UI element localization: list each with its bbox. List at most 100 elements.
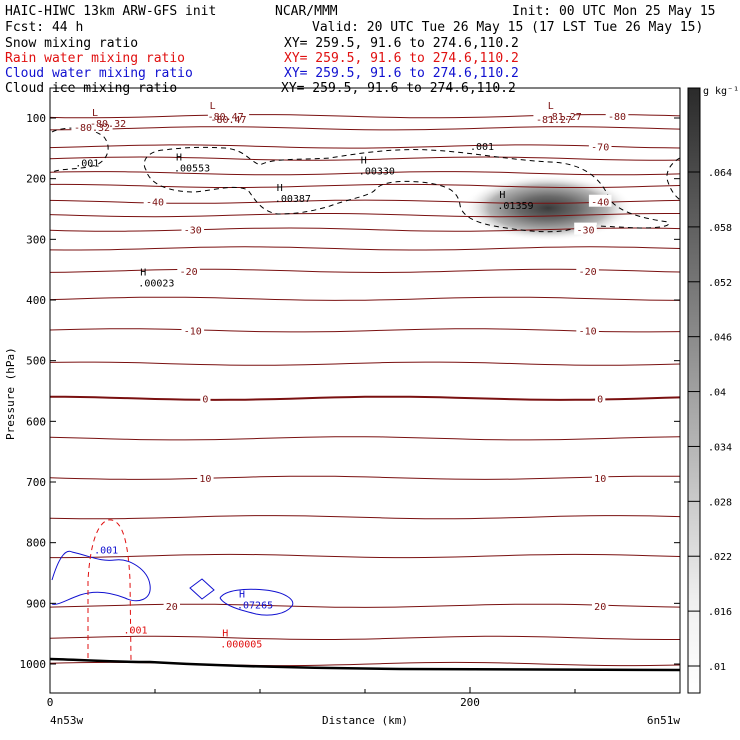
- temperature-contour-labels: -80.32 -80.47 -81.27 -80 -70 -40 -40 -30 -30 -20 -…: [71, 109, 629, 613]
- high-marker: H: [239, 589, 245, 600]
- high-marker: H: [140, 268, 146, 279]
- colorbar-tick-label: .034: [708, 442, 732, 453]
- isotherm-label: -10: [184, 326, 202, 337]
- isotherm-line: [50, 635, 680, 640]
- isotherm-label: 10: [199, 474, 211, 485]
- high-marker: H: [176, 152, 182, 163]
- extremum-value: .00553: [174, 163, 210, 174]
- isotherm-line: [50, 183, 680, 188]
- contour-value-label: .001: [470, 142, 494, 153]
- field-snow-name: Snow mixing ratio: [5, 36, 138, 51]
- low-marker: L: [210, 101, 216, 112]
- y-tick-label: 100: [26, 112, 46, 125]
- isotherm-label-bg: [576, 323, 599, 336]
- extremum-value: .00330: [359, 167, 395, 178]
- isotherm-line: [50, 268, 680, 274]
- cloud-ice-contour-main: [143, 146, 670, 233]
- extremum-value: .07265: [237, 600, 273, 611]
- isotherm-label: -20: [180, 267, 198, 278]
- extremum-value: .01359: [497, 201, 533, 212]
- extrema-markers: L-80.32L-80.47L-81.27H.00553H.00387H.003…: [90, 101, 582, 651]
- colorbar-tick-label: .04: [708, 388, 726, 399]
- x-left-endpoint: 4n53w: [50, 714, 83, 727]
- isotherm-label: -40: [591, 198, 609, 209]
- y-tick-label: 300: [26, 233, 46, 246]
- colorbar-tick-label: .058: [708, 223, 732, 234]
- x-axis: 0 200: [47, 687, 576, 709]
- field-snow-xy: XY= 259.5, 91.6 to 274.6,110.2: [284, 36, 519, 51]
- valid-time: Valid: 20 UTC Tue 26 May 15 (17 LST Tue …: [312, 20, 703, 35]
- isotherm-line: [50, 156, 680, 161]
- field-cloudwater-name: Cloud water mixing ratio: [5, 66, 193, 81]
- isotherm-line: [50, 114, 680, 119]
- extremum-value: -80.47: [208, 112, 244, 123]
- high-marker: H: [361, 156, 367, 167]
- field-rain-name: Rain water mixing ratio: [5, 51, 185, 66]
- isotherm-line: [50, 475, 680, 480]
- colorbar-tick-label: .022: [708, 552, 732, 563]
- isotherm-label-bg: [181, 222, 205, 235]
- y-axis-title: Pressure (hPa): [4, 347, 17, 440]
- isotherm-line: [50, 361, 680, 366]
- isotherm-line: [50, 553, 680, 559]
- y-tick-label: 600: [26, 415, 46, 428]
- isotherm-label: -10: [579, 326, 597, 337]
- colorbar-tick-label: .016: [708, 607, 732, 618]
- isotherm-line: [50, 246, 680, 251]
- isotherm-label: 10: [594, 474, 606, 485]
- isotherm-label: -30: [184, 226, 202, 237]
- isotherm-line: [50, 296, 680, 301]
- cloud-water-contour-small: [189, 578, 215, 600]
- y-tick-label: 800: [26, 537, 46, 550]
- extremum-value: -81.27: [546, 112, 582, 123]
- isotherm-line: [50, 436, 680, 441]
- isotherm-label-bg: [177, 263, 200, 276]
- plot-content: -80.32 -80.47 -81.27 -80 -70 -40 -40 -30 -30 -20 -…: [50, 101, 680, 672]
- isotherm-line: [50, 126, 680, 131]
- cloud-water-contour-east: [219, 588, 294, 616]
- isotherm-line: [50, 515, 680, 520]
- isotherm-label: -80.47: [210, 115, 246, 126]
- isotherm-label-bg: [197, 470, 214, 483]
- isotherm-line: [50, 395, 680, 401]
- colorbar-ticks: .01 .016 .022 .028 .034 .04 .046 .052 .058 .064: [688, 168, 732, 673]
- terrain-surface: [50, 657, 680, 672]
- low-marker: L: [548, 101, 554, 112]
- colorbar-tick-label: .064: [708, 168, 732, 179]
- mixing-ratio-contour-labels: .001 .001 .001 .001: [75, 142, 494, 637]
- isotherm-line: [50, 171, 680, 176]
- forecast-hour: Fcst: 44 h: [5, 20, 83, 35]
- isotherm-label: -30: [576, 226, 594, 237]
- contour-value-label: .001: [75, 159, 99, 170]
- isotherm-label: 0: [202, 394, 208, 405]
- extremum-value: .00387: [275, 194, 311, 205]
- contour-value-label: .001: [94, 546, 118, 557]
- isotherm-label-bg: [533, 112, 575, 125]
- isotherm-line: [50, 213, 680, 218]
- isotherm-label: -20: [579, 267, 597, 278]
- x-axis-title: Distance (km): [322, 714, 408, 727]
- colorbar-tick-label: .046: [708, 333, 732, 344]
- isotherm-label: -40: [146, 198, 164, 209]
- colorbar-tick-label: .01: [708, 662, 726, 673]
- y-tick-label: 900: [26, 597, 46, 610]
- isotherm-label: 20: [594, 602, 606, 613]
- colorbar-tick-label: .028: [708, 497, 732, 508]
- colorbar-tick-label: .052: [708, 278, 732, 289]
- rain-water-contour: [87, 519, 132, 661]
- model-title: HAIC-HIWC 13km ARW-GFS init: [5, 4, 216, 19]
- isotherm-line: [50, 328, 680, 333]
- isotherm-label-bg: [207, 112, 250, 125]
- init-time: Init: 00 UTC Mon 25 May 15: [512, 4, 716, 19]
- isotherm-label: 0: [597, 394, 603, 405]
- isotherm-label-bg: [588, 194, 612, 207]
- isotherm-label: -80.32: [74, 123, 110, 134]
- colorbar: [687, 87, 701, 694]
- cloud-water-contour: [51, 550, 151, 605]
- high-marker: H: [499, 190, 505, 201]
- isotherm-label: -70: [591, 143, 609, 154]
- isotherm-label-bg: [200, 391, 211, 404]
- isotherm-label-bg: [71, 120, 113, 133]
